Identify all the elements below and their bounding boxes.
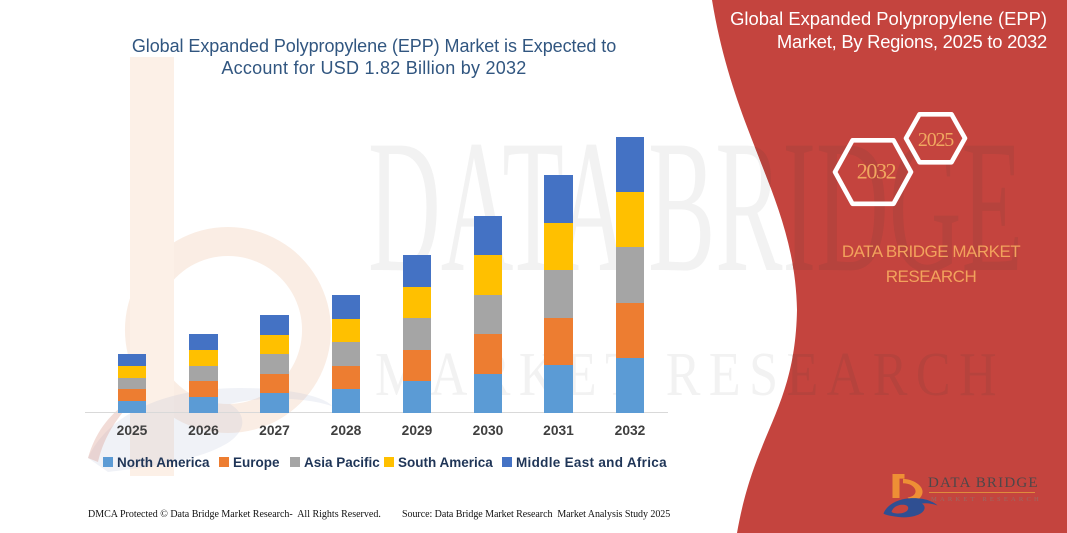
svg-text:2032: 2032 xyxy=(857,159,896,184)
svg-text:2025: 2025 xyxy=(918,129,954,151)
